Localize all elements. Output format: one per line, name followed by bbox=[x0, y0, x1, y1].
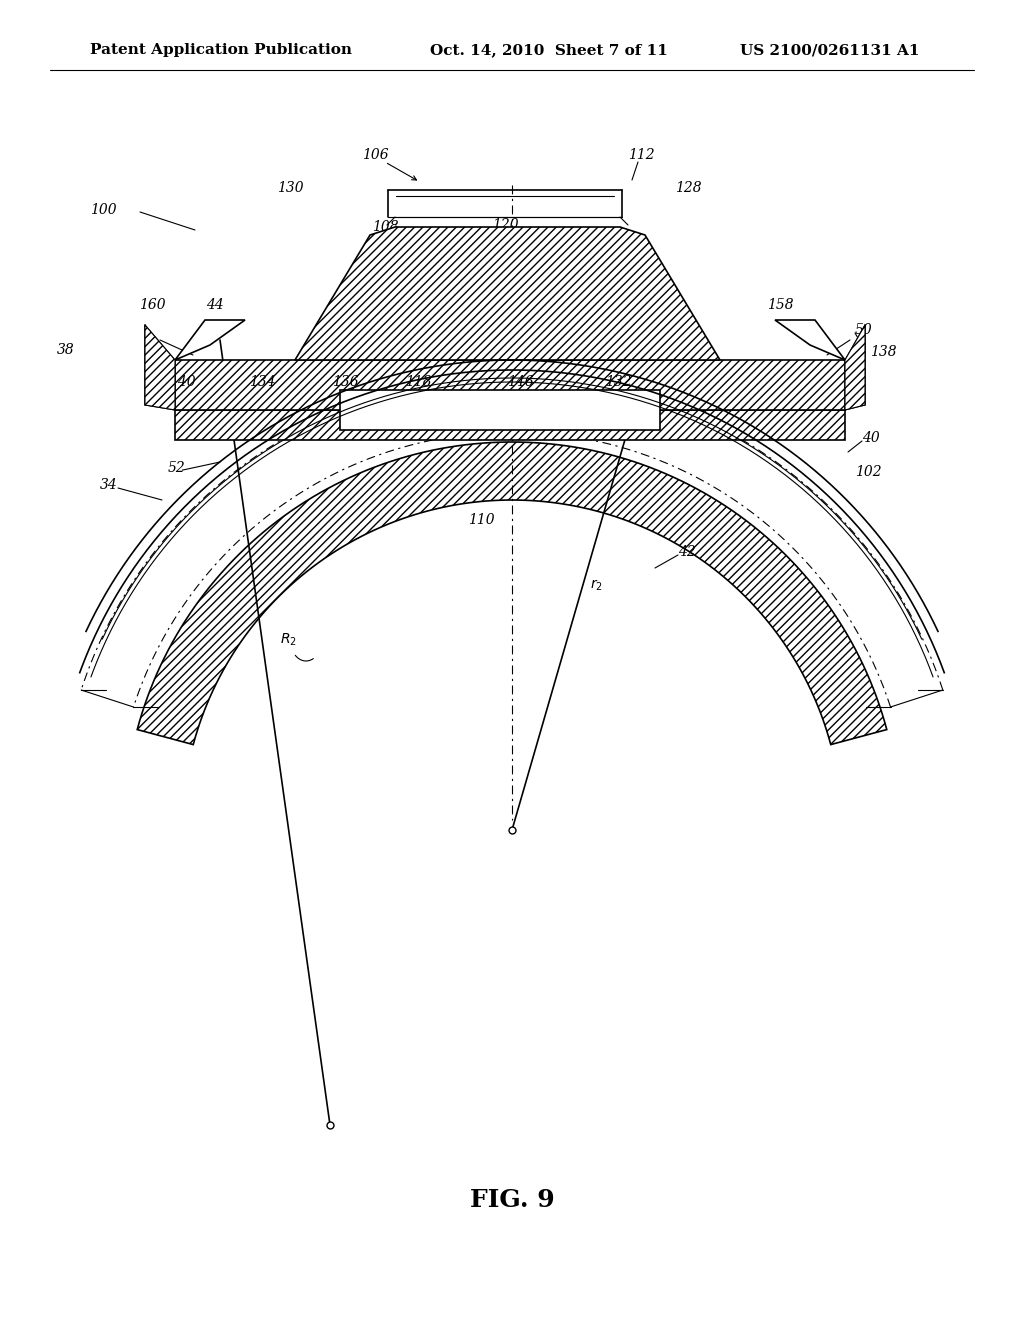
Text: 120: 120 bbox=[492, 218, 518, 232]
Text: 40: 40 bbox=[862, 432, 880, 445]
Text: 112: 112 bbox=[628, 148, 654, 162]
Text: 134: 134 bbox=[249, 375, 275, 389]
Text: 54: 54 bbox=[520, 401, 538, 414]
Text: 158: 158 bbox=[767, 298, 794, 312]
Polygon shape bbox=[175, 411, 845, 440]
Polygon shape bbox=[295, 227, 720, 360]
Text: 160: 160 bbox=[138, 298, 165, 312]
Polygon shape bbox=[137, 442, 887, 744]
Text: 108: 108 bbox=[372, 220, 398, 234]
Text: 130: 130 bbox=[276, 181, 303, 195]
Text: 138: 138 bbox=[870, 345, 897, 359]
Text: 104: 104 bbox=[420, 401, 446, 414]
Polygon shape bbox=[175, 360, 845, 411]
Text: FIG. 9: FIG. 9 bbox=[470, 1188, 554, 1212]
Polygon shape bbox=[845, 325, 865, 411]
Text: 44: 44 bbox=[206, 298, 224, 312]
Text: Oct. 14, 2010  Sheet 7 of 11: Oct. 14, 2010 Sheet 7 of 11 bbox=[430, 44, 668, 57]
Text: 50: 50 bbox=[855, 323, 872, 337]
Text: 102: 102 bbox=[855, 465, 882, 479]
Text: Patent Application Publication: Patent Application Publication bbox=[90, 44, 352, 57]
Text: 146: 146 bbox=[507, 375, 534, 389]
Text: 110: 110 bbox=[468, 513, 495, 527]
Text: 132: 132 bbox=[605, 375, 632, 389]
Polygon shape bbox=[175, 319, 245, 360]
Text: 106: 106 bbox=[361, 148, 388, 162]
Polygon shape bbox=[145, 325, 175, 411]
Text: 42: 42 bbox=[678, 545, 695, 558]
Text: 136: 136 bbox=[332, 375, 358, 389]
Text: $R_2$: $R_2$ bbox=[280, 632, 297, 648]
Text: 52: 52 bbox=[168, 461, 185, 475]
Text: 34: 34 bbox=[100, 478, 118, 492]
Text: 140: 140 bbox=[169, 375, 196, 389]
Text: 100: 100 bbox=[90, 203, 117, 216]
Text: US 2100/0261131 A1: US 2100/0261131 A1 bbox=[740, 44, 920, 57]
Polygon shape bbox=[775, 319, 845, 360]
Text: 128: 128 bbox=[675, 181, 701, 195]
Text: $r_2$: $r_2$ bbox=[590, 577, 603, 593]
Polygon shape bbox=[340, 389, 660, 430]
Text: 118: 118 bbox=[404, 375, 431, 389]
Text: 38: 38 bbox=[57, 343, 75, 356]
